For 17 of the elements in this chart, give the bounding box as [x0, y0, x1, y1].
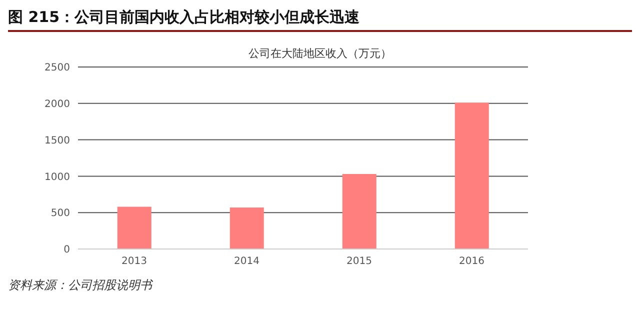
x-tick-label: 2015 [346, 256, 372, 268]
bar [230, 208, 264, 249]
text: 资料来源：公司招股说明书 [8, 277, 154, 294]
y-tick-label: 0 [64, 244, 70, 256]
bar [342, 174, 376, 249]
x-tick-label: 2014 [234, 256, 260, 268]
y-tick-label: 1500 [44, 135, 70, 146]
y-tick-label: 500 [50, 208, 70, 220]
chart-title: 图 215：公司目前国内收入占比相对较小但成长迅速 [8, 8, 632, 32]
x-tick-label: 2016 [459, 256, 484, 268]
y-tick-label: 2000 [44, 98, 70, 110]
bar [454, 102, 489, 249]
chart-subtitle: 公司在大陆地区收入（万元） [248, 46, 392, 61]
bar [117, 206, 152, 249]
x-tick-label: 2013 [122, 256, 147, 268]
y-tick-label: 2500 [44, 62, 70, 74]
y-tick-label: 1000 [44, 172, 70, 183]
